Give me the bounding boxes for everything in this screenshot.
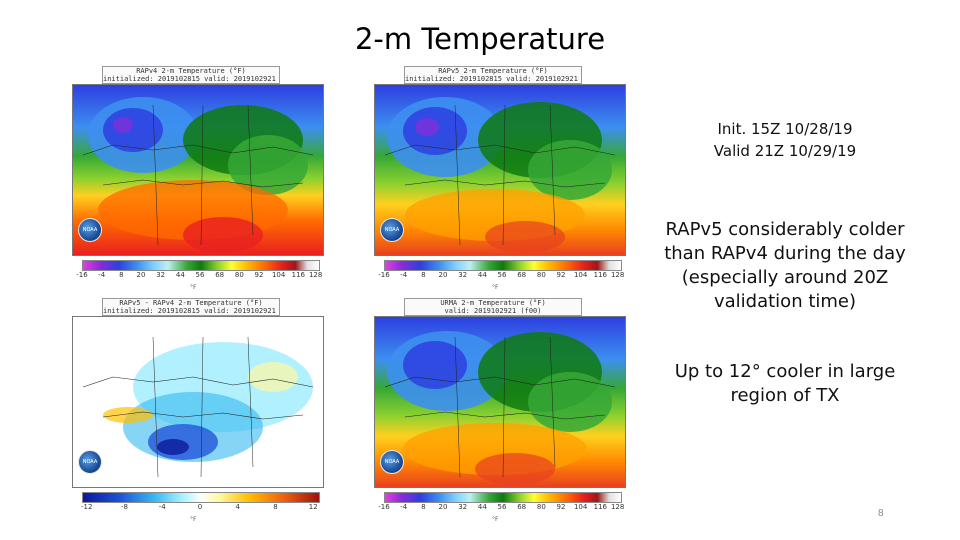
colorbar-tick: 116 xyxy=(593,271,608,279)
colorbar-tick: -4 xyxy=(400,503,408,511)
panel-header: RAPv5 - RAPv4 2-m Temperature (°F) initi… xyxy=(102,298,280,316)
colorbar-tick: -16 xyxy=(378,271,390,279)
colorbar-tick: 20 xyxy=(136,271,146,279)
temperature-map xyxy=(72,84,324,256)
colorbar-tick: 80 xyxy=(234,271,244,279)
colorbar-ticks: -12 -8 -4 0 4 8 12 xyxy=(81,503,318,512)
colorbar-tick: 32 xyxy=(458,271,468,279)
colorbar-tick: 80 xyxy=(536,503,546,511)
colorbar-tick: 116 xyxy=(593,503,608,511)
init-valid-info: Init. 15Z 10/28/19 Valid 21Z 10/29/19 xyxy=(660,118,910,162)
colorbar-tick: 56 xyxy=(497,503,507,511)
noaa-logo-icon: NOAA xyxy=(380,218,404,242)
colorbar-tick: 20 xyxy=(438,271,448,279)
panel-header-times: initialized: 2019102815 valid: 201910292… xyxy=(103,307,279,315)
colorbar-tick: 32 xyxy=(458,503,468,511)
colorbar xyxy=(82,492,320,503)
colorbar xyxy=(384,260,622,271)
colorbar-tick: 116 xyxy=(291,271,306,279)
panel-header-title: RAPv5 - RAPv4 2-m Temperature (°F) xyxy=(119,299,263,307)
colorbar-tick: 56 xyxy=(195,271,205,279)
slide-title: 2-m Temperature xyxy=(354,22,606,56)
colorbar-tick: 20 xyxy=(438,503,448,511)
panel-header-title: RAPv5 2-m Temperature (°F) xyxy=(438,67,548,75)
colorbar-tick: 92 xyxy=(556,503,566,511)
noaa-logo-icon: NOAA xyxy=(78,450,102,474)
colorbar-tick: 92 xyxy=(254,271,264,279)
colorbar-tick: -16 xyxy=(378,503,390,511)
difference-map xyxy=(72,316,324,488)
colorbar-tick: 128 xyxy=(610,503,625,511)
colorbar-ticks: -16 -4 8 20 32 44 56 68 80 92 104 116 12… xyxy=(378,503,624,512)
colorbar-tick: 104 xyxy=(271,271,286,279)
colorbar-tick: 92 xyxy=(556,271,566,279)
colorbar-tick: 80 xyxy=(536,271,546,279)
colorbar-tick: 8 xyxy=(273,503,278,511)
noaa-logo-icon: NOAA xyxy=(78,218,102,242)
slide-number: 8 xyxy=(878,508,884,519)
temperature-map xyxy=(374,84,626,256)
colorbar xyxy=(82,260,320,271)
init-time: Init. 15Z 10/28/19 xyxy=(717,120,853,138)
colorbar-tick: 0 xyxy=(197,503,203,511)
colorbar-tick: 104 xyxy=(573,503,588,511)
colorbar-tick: 68 xyxy=(517,503,527,511)
colorbar-unit: °F xyxy=(190,516,197,523)
colorbar-tick: -16 xyxy=(76,271,88,279)
colorbar-unit: °F xyxy=(190,284,197,291)
colorbar-unit: °F xyxy=(492,284,499,291)
colorbar-tick: 32 xyxy=(156,271,166,279)
panel-header-title: RAPv4 2-m Temperature (°F) xyxy=(136,67,246,75)
panel-difference: RAPv5 - RAPv4 2-m Temperature (°F) initi… xyxy=(72,298,328,530)
panel-header: URMA 2-m Temperature (°F) valid: 2019102… xyxy=(404,298,582,316)
colorbar-tick: 4 xyxy=(235,503,240,511)
colorbar-tick: 44 xyxy=(477,271,487,279)
temperature-map xyxy=(374,316,626,488)
colorbar-tick: 68 xyxy=(517,271,527,279)
colorbar-tick: 44 xyxy=(477,503,487,511)
colorbar-tick: 8 xyxy=(119,271,124,279)
panel-header-times: valid: 2019102921 (f00) xyxy=(444,307,542,315)
panel-header-title: URMA 2-m Temperature (°F) xyxy=(440,299,546,307)
colorbar-tick: -4 xyxy=(400,271,408,279)
panel-header-times: initialized: 2019102815 valid: 201910292… xyxy=(405,75,581,83)
note-colder: RAPv5 considerably colder than RAPv4 dur… xyxy=(664,219,906,312)
colorbar-tick: 104 xyxy=(573,271,588,279)
colorbar-tick: -12 xyxy=(81,503,93,511)
colorbar xyxy=(384,492,622,503)
note-texas: Up to 12° cooler in large region of TX xyxy=(674,361,896,406)
panel-rapv4: RAPv4 2-m Temperature (°F) initialized: … xyxy=(72,66,328,298)
noaa-logo-icon: NOAA xyxy=(380,450,404,474)
colorbar-tick: 8 xyxy=(421,271,426,279)
colorbar-tick: 44 xyxy=(175,271,185,279)
valid-time: Valid 21Z 10/29/19 xyxy=(713,142,857,160)
colorbar-tick: -8 xyxy=(120,503,128,511)
panel-urma: URMA 2-m Temperature (°F) valid: 2019102… xyxy=(374,298,630,530)
colorbar-tick: -4 xyxy=(98,271,106,279)
colorbar-tick: 128 xyxy=(610,271,625,279)
colorbar-tick: 56 xyxy=(497,271,507,279)
colorbar-tick: -4 xyxy=(158,503,166,511)
colorbar-ticks: -16 -4 8 20 32 44 56 68 80 92 104 116 12… xyxy=(76,271,322,280)
panel-header-times: initialized: 2019102815 valid: 201910292… xyxy=(103,75,279,83)
colorbar-ticks: -16 -4 8 20 32 44 56 68 80 92 104 116 12… xyxy=(378,271,624,280)
colorbar-tick: 68 xyxy=(215,271,225,279)
colorbar-tick: 128 xyxy=(308,271,323,279)
colorbar-tick: 12 xyxy=(308,503,318,511)
colorbar-unit: °F xyxy=(492,516,499,523)
panel-header: RAPv5 2-m Temperature (°F) initialized: … xyxy=(404,66,582,84)
panel-header: RAPv4 2-m Temperature (°F) initialized: … xyxy=(102,66,280,84)
panel-rapv5: RAPv5 2-m Temperature (°F) initialized: … xyxy=(374,66,630,298)
colorbar-tick: 8 xyxy=(421,503,426,511)
